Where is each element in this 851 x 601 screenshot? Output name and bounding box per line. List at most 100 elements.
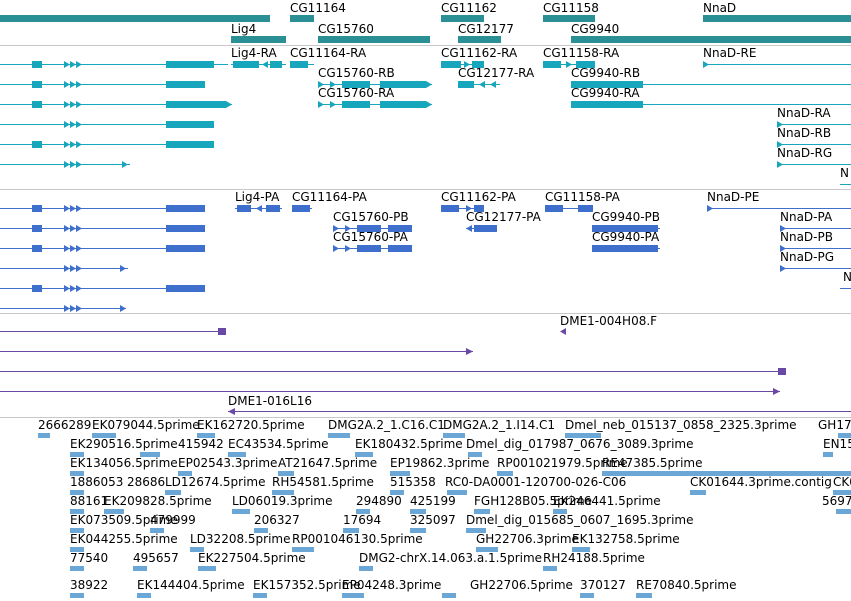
gene-label[interactable]: Lig4 [231,22,257,36]
gene-bar[interactable] [571,36,851,43]
est-label[interactable]: RH54581.5prime [272,475,374,489]
transcript-label[interactable]: CG15760-RA [318,86,395,100]
est-label[interactable]: EK134056.5prime [70,456,178,470]
clone-label[interactable]: DME1-004H08.F [560,314,658,328]
est-label[interactable]: EN15 [823,437,851,451]
gene-bar[interactable] [441,15,484,22]
protein-label[interactable]: CG11164-PA [292,190,367,204]
est-label[interactable]: 5697 [822,494,851,508]
gene-bar[interactable] [318,36,430,43]
est-label[interactable]: 38922 [70,578,109,592]
est-label[interactable]: Dmel_dig_015685_0607_1695.3prime [466,513,694,527]
gene-bar[interactable] [0,15,270,22]
transcript-label[interactable]: NnaD-RB [777,126,832,140]
est-label[interactable]: RH24188.5prime [543,551,645,565]
gene-bar[interactable] [231,36,286,43]
gene-bar[interactable] [703,15,851,22]
est-label[interactable]: 425199 [410,494,456,508]
protein-label[interactable]: CG11162-PA [441,190,516,204]
est-label[interactable]: EK073509.5prime [70,513,178,527]
transcript-label[interactable]: NnaD-RE [703,46,757,60]
est-label[interactable]: LD06019.3prime [232,494,333,508]
est-label[interactable]: CK0 [833,475,851,489]
est-label[interactable]: 77540 [70,551,109,565]
est-label[interactable]: DMG2-chrX.14.063.a.1.5prime [359,551,543,565]
transcript-label[interactable]: CG15760-RB [318,66,395,80]
est-label[interactable]: 415942 [178,437,224,451]
est-label[interactable]: RE70840.5prime [636,578,737,592]
est-label[interactable]: 1886053 [70,475,124,489]
est-label[interactable]: EK180432.5prime [355,437,463,451]
est-label[interactable]: 479999 [150,513,196,527]
protein-label[interactable]: NnaD-PA [780,210,833,224]
transcript-label[interactable]: CG11158-RA [543,46,620,60]
est-label[interactable]: FGH128B05.5prime [474,494,593,508]
est-label[interactable]: GH17 [818,418,851,432]
transcript-label[interactable]: N [840,166,849,180]
transcript-label[interactable]: NnaD-RA [777,106,831,120]
est-label[interactable]: EK079044.5prime [92,418,200,432]
transcript-label[interactable]: CG11162-RA [441,46,518,60]
est-label[interactable]: RE47385.5prime [602,456,703,470]
est-label[interactable]: CK01644.3prime.contig [690,475,832,489]
protein-label[interactable]: CG15760-PA [333,230,408,244]
est-label[interactable]: 495657 [133,551,179,565]
est-label[interactable]: RP001021979.5prime [497,456,628,470]
est-label[interactable]: DMG2A.2_1.C16.C1 [328,418,445,432]
est-label[interactable]: EK132758.5prime [572,532,680,546]
transcript-label[interactable]: CG12177-RA [458,66,535,80]
est-label[interactable]: AT21647.5prime [278,456,378,470]
gene-label[interactable]: CG11158 [543,1,599,15]
protein-label[interactable]: Lig4-PA [235,190,280,204]
gene-label[interactable]: CG12177 [458,22,514,36]
est-label[interactable]: EP02543.3prime [178,456,278,470]
est-label[interactable]: EK290516.5prime [70,437,178,451]
est-label[interactable]: 2666289 [38,418,92,432]
est-label[interactable]: 370127 [580,578,626,592]
est-label[interactable]: EK044255.5prime [70,532,178,546]
est-label[interactable]: EK209828.5prime [104,494,212,508]
protein-label[interactable]: CG9940-PA [592,230,660,244]
protein-label[interactable]: CG15760-PB [333,210,409,224]
transcript-label[interactable]: CG11164-RA [290,46,367,60]
gene-label[interactable]: CG9940 [571,22,620,36]
transcript-label[interactable]: NnaD-RG [777,146,833,160]
gene-label[interactable]: CG11162 [441,1,497,15]
est-label[interactable]: 325097 [410,513,456,527]
est-label[interactable]: RC0-DA0001-120700-026-C06 [445,475,627,489]
est-label[interactable]: LD12674.5prime [165,475,266,489]
transcript-label[interactable]: CG9940-RA [571,86,640,100]
est-label[interactable]: 28686 [127,475,166,489]
est-label[interactable]: 294890 [356,494,402,508]
est-label[interactable]: GH22706.5prime [470,578,573,592]
est-label[interactable]: EP04248.3prime [342,578,442,592]
est-label[interactable]: 17694 [343,513,382,527]
est-label[interactable]: EK157352.5prime [253,578,361,592]
est-label[interactable]: EK144404.5prime [137,578,245,592]
gene-label[interactable]: CG15760 [318,22,374,36]
transcript-label[interactable]: Lig4-RA [231,46,277,60]
est-label[interactable]: LD32208.5prime [190,532,291,546]
est-label[interactable]: EP19862.3prime [390,456,490,470]
est-label[interactable]: 206327 [254,513,300,527]
est-label[interactable]: 88161 [70,494,109,508]
gene-label[interactable]: NnaD [703,1,737,15]
est-label[interactable]: Dmel_neb_015137_0858_2325.3prime [565,418,797,432]
gene-bar[interactable] [543,15,595,22]
protein-label[interactable]: CG11158-PA [545,190,620,204]
protein-label[interactable]: NnaD-PE [707,190,760,204]
protein-label[interactable]: NnaD-PB [780,230,833,244]
est-label[interactable]: GH22706.3prime [476,532,579,546]
est-label[interactable]: 515358 [390,475,436,489]
protein-label[interactable]: NnaD-PG [780,250,835,264]
transcript-label[interactable]: CG9940-RB [571,66,641,80]
gene-bar[interactable] [290,15,314,22]
est-label[interactable]: RP001046130.5prime [292,532,423,546]
est-label[interactable]: EK162720.5prime [197,418,305,432]
gene-label[interactable]: CG11164 [290,1,346,15]
clone-label[interactable]: DME1-016L16 [228,394,312,408]
est-label[interactable]: EC43534.5prime [228,437,329,451]
gene-bar[interactable] [458,36,501,43]
est-label[interactable]: Dmel_dig_017987_0676_3089.3prime [466,437,694,451]
protein-label[interactable]: N [843,270,851,284]
